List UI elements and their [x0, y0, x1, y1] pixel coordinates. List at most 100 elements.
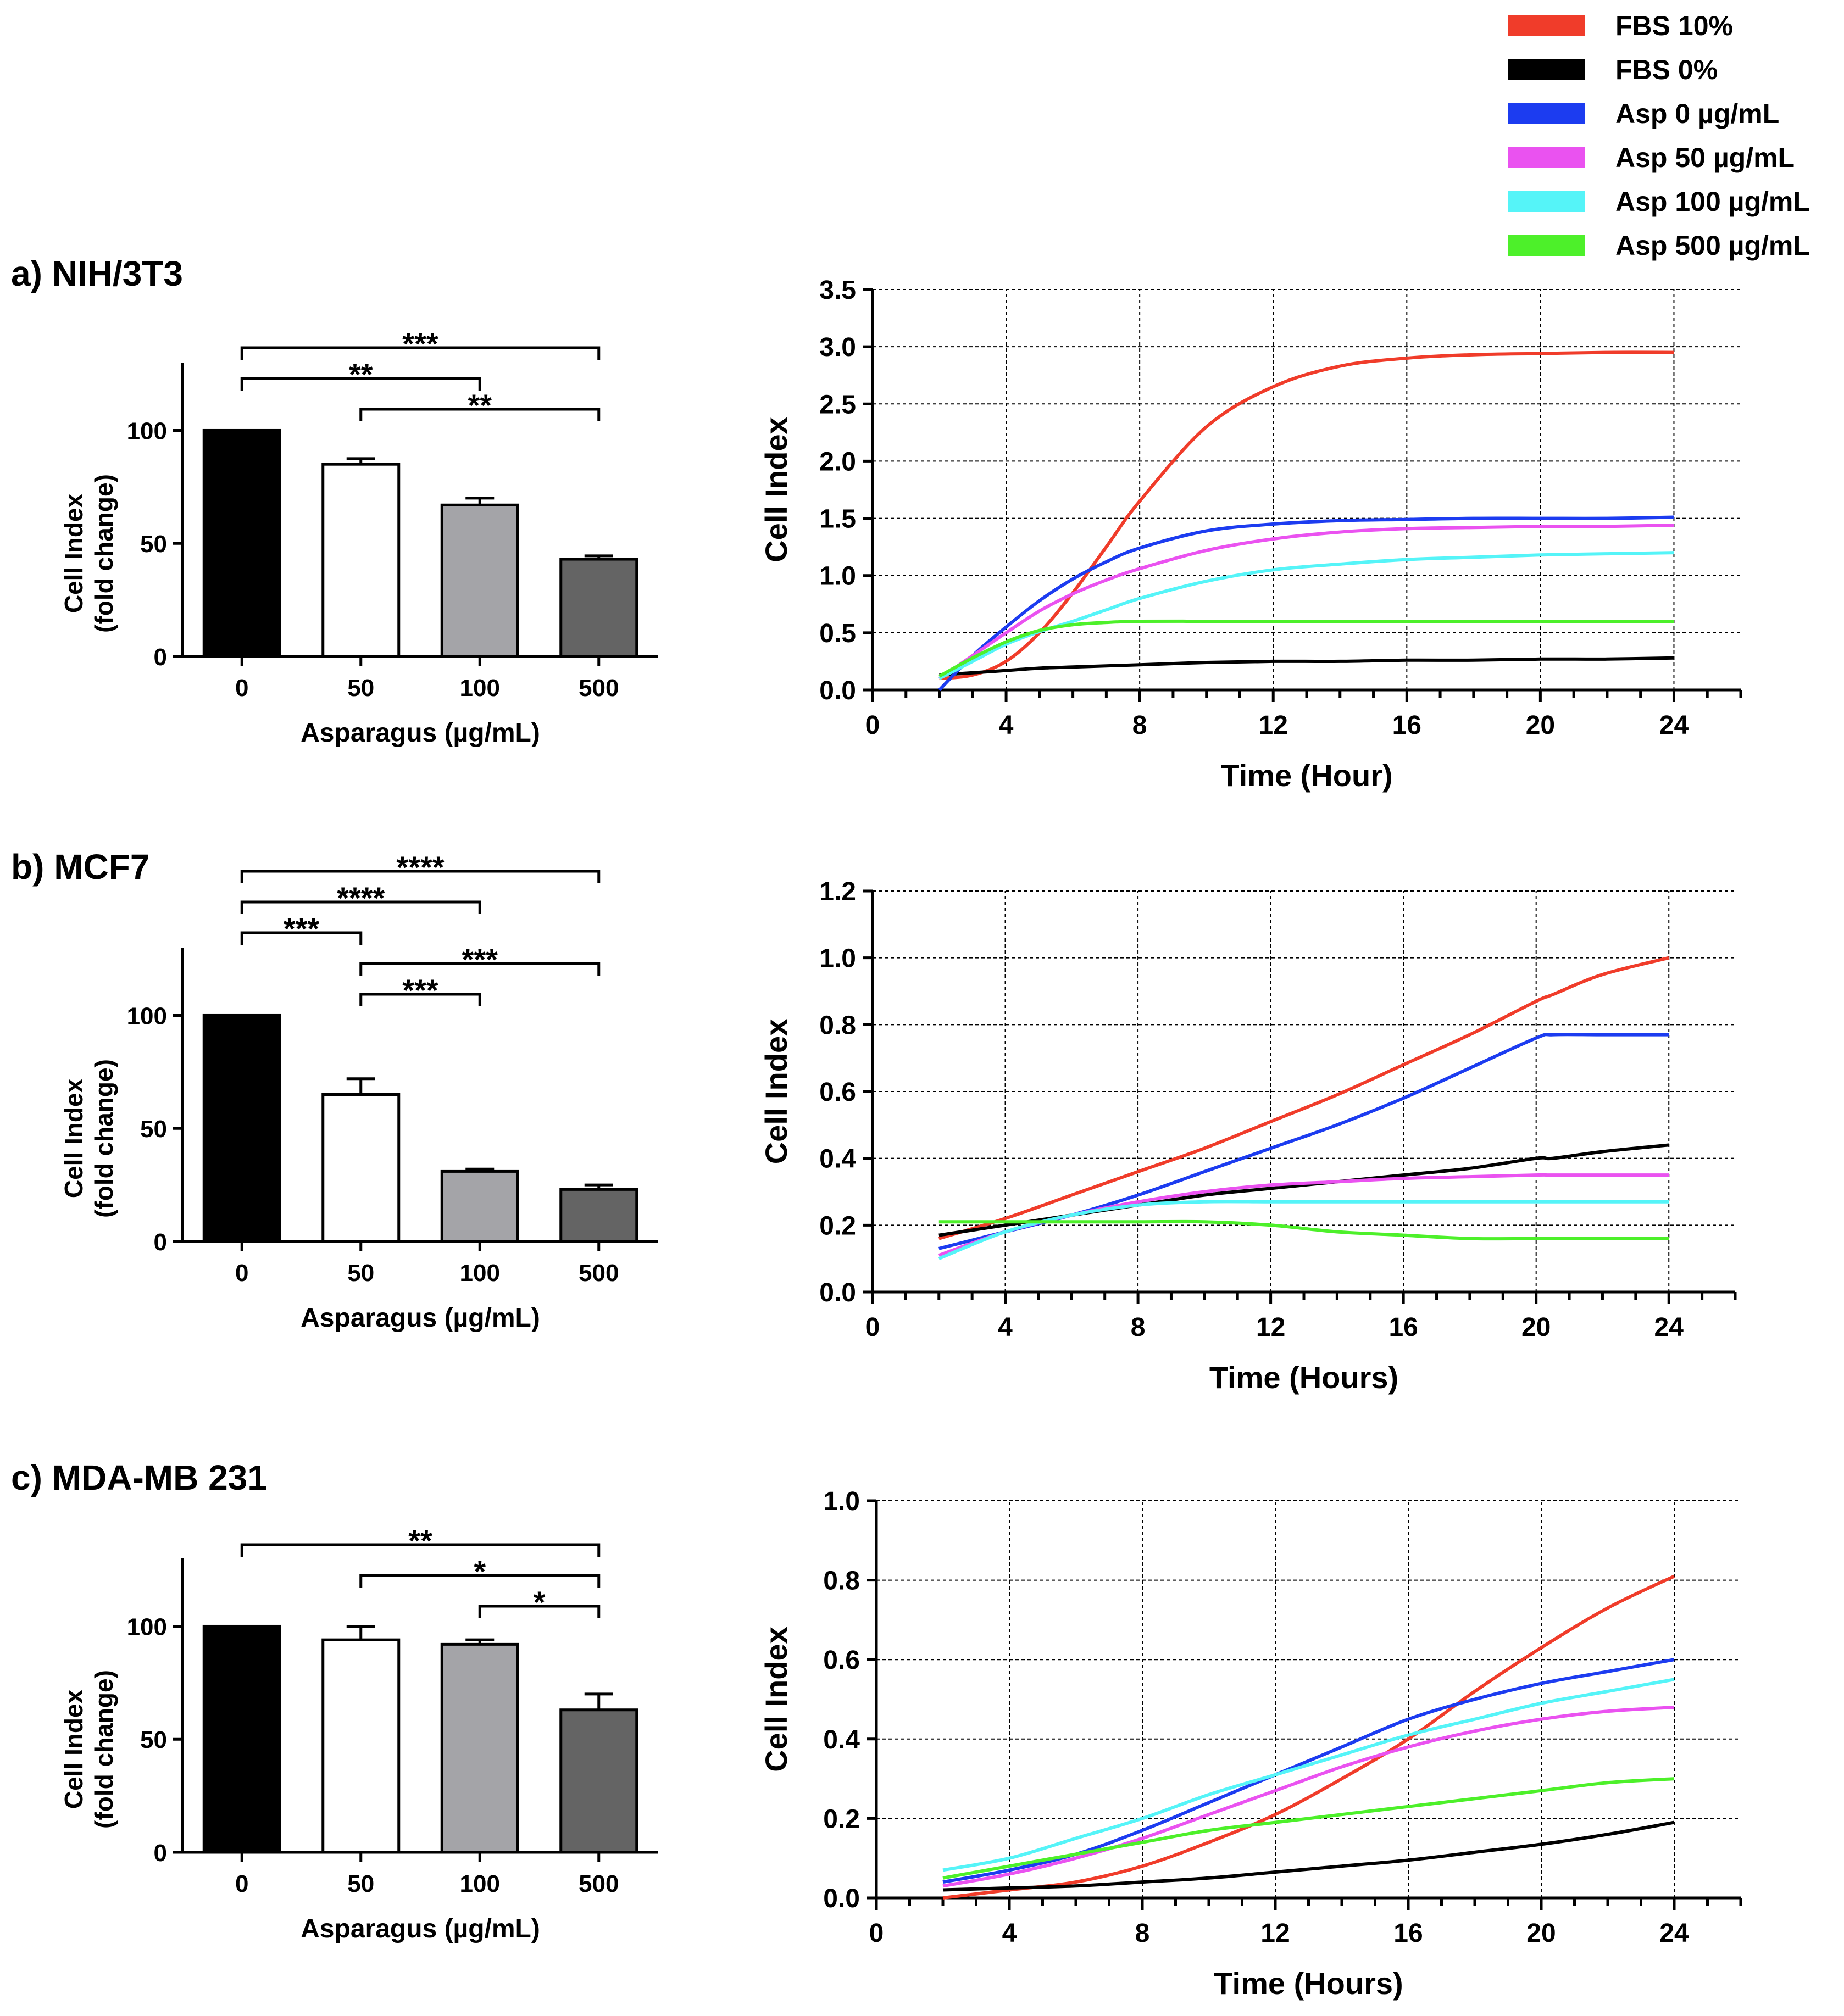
line-y-tick-label: 0.8 [823, 1567, 860, 1596]
series-line-asp-50-g-ml [938, 524, 1674, 680]
line-x-tick-label: 4 [999, 711, 1014, 740]
line-x-tick-label: 8 [1135, 1919, 1150, 1948]
bar-y-tick-label: 100 [127, 1003, 167, 1029]
significance-bracket [240, 931, 363, 945]
bar-y-axis-label-units: (fold change) [90, 1059, 118, 1218]
panel-a-line-chart: 0 4 8 12 16 20 24 0.0 0.5 1.0 1.5 2.0 2.5 3.0 3.5 Time … [759, 276, 1742, 793]
significance-bracket [240, 870, 601, 883]
bar-y-axis-label-units: (fold change) [90, 474, 118, 633]
bar-50 [321, 1638, 401, 1854]
bar-100 [440, 503, 519, 658]
significance-label: * [474, 1554, 486, 1589]
line-y-tick-label: 1.0 [823, 1487, 860, 1516]
line-y-tick-label: 0.4 [819, 1145, 856, 1174]
bar-500 [559, 558, 638, 658]
significance-bracket [359, 962, 601, 976]
significance-label: *** [462, 942, 498, 977]
line-y-axis-label: Cell Index [759, 417, 793, 563]
line-x-tick-label: 24 [1654, 1313, 1684, 1342]
line-x-tick-label: 4 [998, 1313, 1013, 1342]
legend-label-5: Asp 500 µg/mL [1615, 230, 1810, 261]
bar-y-axis-label: Cell Index [59, 493, 88, 613]
significance-label: ** [408, 1523, 432, 1558]
line-x-tick-label: 20 [1526, 1919, 1556, 1948]
line-x-axis-label: Time (Hours) [1214, 1966, 1403, 2001]
line-y-tick-label: 0.6 [823, 1646, 860, 1675]
legend-label-1: FBS 0% [1615, 54, 1718, 85]
significance-label: **** [337, 881, 385, 915]
bar-y-tick-label: 100 [127, 417, 167, 444]
series-line-fbs-10- [942, 1574, 1675, 1900]
line-x-tick-label: 20 [1521, 1313, 1551, 1342]
series-line-asp-100-g-ml [938, 1200, 1669, 1260]
line-y-tick-label: 1.0 [819, 944, 856, 973]
legend-swatch-1 [1508, 59, 1585, 80]
line-x-tick-label: 16 [1388, 1313, 1418, 1342]
panel-c-title: c) MDA-MB 231 [11, 1458, 267, 1497]
bar-y-tick-label: 100 [127, 1613, 167, 1640]
significance-bracket [240, 377, 481, 391]
line-y-axis-label: Cell Index [759, 1019, 793, 1165]
line-x-tick-label: 4 [1002, 1919, 1017, 1948]
panel-b-title: b) MCF7 [11, 847, 149, 887]
line-x-tick-label: 8 [1132, 711, 1147, 740]
line-x-tick-label: 12 [1259, 711, 1288, 740]
bar-x-tick-label: 500 [579, 1260, 619, 1287]
panel-a-title: a) NIH/3T3 [11, 254, 183, 293]
significance-label: ** [468, 388, 492, 422]
line-y-tick-label: 0.0 [819, 1278, 856, 1307]
bar-y-tick-label: 0 [154, 644, 167, 671]
bar-x-tick-label: 0 [235, 1870, 248, 1897]
bar-50 [321, 1093, 401, 1243]
line-x-tick-label: 0 [869, 1919, 884, 1948]
panel-a-bar-chart: 0 50 100 0 50 100 500 Asparagus (µg/mL) Cell Ind… [59, 326, 658, 748]
line-y-tick-label: 0.0 [823, 1884, 860, 1913]
line-x-tick-label: 12 [1256, 1313, 1285, 1342]
bar-x-tick-label: 50 [347, 1260, 374, 1287]
line-y-tick-label: 2.5 [819, 390, 856, 419]
bar-50 [321, 463, 401, 658]
significance-bracket [240, 346, 601, 360]
bar-x-tick-label: 100 [460, 675, 500, 701]
bar-x-tick-label: 50 [347, 1870, 374, 1897]
legend-swatch-0 [1508, 15, 1585, 36]
series-line-asp-50-g-ml [938, 1173, 1669, 1257]
significance-label: **** [396, 850, 444, 884]
bar-y-tick-label: 50 [140, 531, 167, 558]
bar-100 [440, 1642, 519, 1854]
line-y-tick-label: 0.8 [819, 1011, 856, 1040]
bar-500 [559, 1188, 638, 1243]
significance-label: ** [349, 357, 373, 392]
significance-label: * [534, 1585, 546, 1619]
line-y-tick-label: 3.5 [819, 276, 856, 305]
bar-y-tick-label: 0 [154, 1840, 167, 1867]
bar-x-tick-label: 50 [347, 675, 374, 701]
line-y-tick-label: 1.5 [819, 505, 856, 534]
bar-500 [559, 1708, 638, 1854]
bar-x-tick-label: 0 [235, 675, 248, 701]
line-y-tick-label: 0.2 [819, 1211, 856, 1240]
significance-bracket [359, 1574, 601, 1588]
line-x-tick-label: 8 [1131, 1313, 1146, 1342]
line-x-tick-label: 0 [865, 711, 880, 740]
significance-label: *** [284, 911, 320, 946]
bar-x-tick-label: 500 [579, 1870, 619, 1897]
line-y-tick-label: 0.4 [823, 1725, 860, 1755]
series-line-fbs-0- [939, 656, 1674, 677]
bar-x-axis-label: Asparagus (µg/mL) [301, 1914, 540, 1943]
line-y-tick-label: 0.0 [819, 676, 856, 705]
bar-x-tick-label: 100 [460, 1870, 500, 1897]
series-line-fbs-0- [942, 1820, 1675, 1892]
significance-bracket [359, 408, 601, 421]
legend: FBS 10% FBS 0% Asp 0 µg/mL Asp 50 µg/mL Asp … [1508, 10, 1810, 261]
panel-b-line-chart: 0 4 8 12 16 20 24 0.0 0.2 0.4 0.6 0.8 1.0 1.2 Time (Ho… [759, 877, 1737, 1395]
line-x-axis-label: Time (Hours) [1209, 1360, 1398, 1395]
bar-100 [440, 1169, 519, 1243]
legend-label-3: Asp 50 µg/mL [1615, 142, 1795, 173]
line-x-tick-label: 20 [1526, 711, 1555, 740]
line-y-tick-label: 1.2 [819, 877, 856, 906]
legend-swatch-2 [1508, 103, 1585, 124]
significance-bracket [240, 900, 481, 914]
significance-label: *** [402, 973, 438, 1007]
